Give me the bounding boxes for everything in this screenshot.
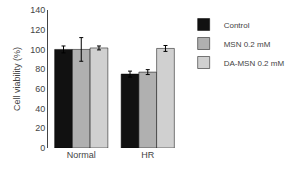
svg-text:MSN 0.2 mM: MSN 0.2 mM: [224, 40, 271, 49]
svg-text:40: 40: [35, 104, 45, 114]
svg-text:0: 0: [40, 143, 45, 153]
svg-text:100: 100: [30, 45, 45, 55]
svg-text:60: 60: [35, 84, 45, 94]
svg-text:20: 20: [35, 123, 45, 133]
svg-text:120: 120: [30, 25, 45, 35]
svg-text:Control: Control: [224, 21, 250, 30]
svg-text:140: 140: [30, 5, 45, 15]
svg-text:Cell viability (%): Cell viability (%): [12, 47, 22, 111]
svg-text:DA-MSN 0.2 mM: DA-MSN 0.2 mM: [224, 59, 285, 68]
svg-text:Normal: Normal: [67, 150, 96, 160]
svg-text:80: 80: [35, 64, 45, 74]
svg-text:HR: HR: [141, 150, 154, 160]
